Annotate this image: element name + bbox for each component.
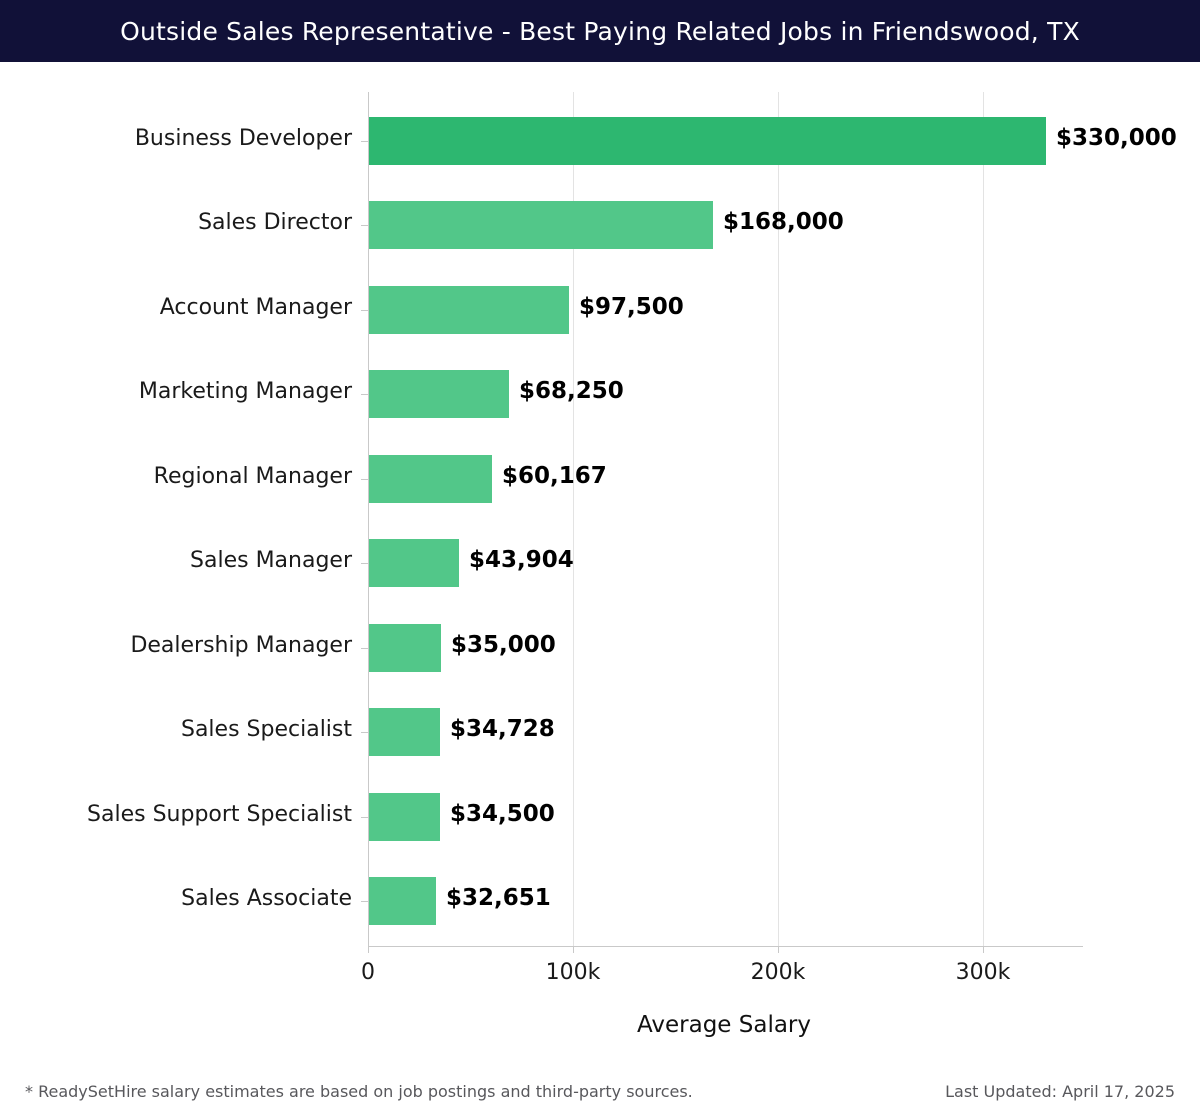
y-tick-row-6 <box>361 647 368 649</box>
x-tick-100k <box>573 946 574 953</box>
y-tick-row-5 <box>361 563 368 565</box>
y-tick-row-2 <box>361 309 368 311</box>
x-tick-label-100k: 100k <box>545 960 601 985</box>
value-label: $34,500 <box>450 800 555 827</box>
x-axis-line <box>368 946 1083 947</box>
bar-sales-director <box>369 201 713 250</box>
value-label: $168,000 <box>723 209 844 236</box>
y-tick-row-3 <box>361 394 368 396</box>
category-label: Sales Specialist <box>180 717 352 743</box>
category-label: Regional Manager <box>153 463 352 489</box>
value-label: $330,000 <box>1056 125 1177 151</box>
x-tick-label-0: 0 <box>361 960 375 985</box>
category-label: Marketing Manager <box>138 379 352 405</box>
y-tick-row-9 <box>361 901 368 903</box>
gridline-300k <box>983 92 984 946</box>
y-tick-row-7 <box>361 732 368 734</box>
x-tick-300k <box>983 946 984 953</box>
category-label: Account Manager <box>159 294 352 320</box>
footer-last-updated: Last Updated: April 17, 2025 <box>945 1082 1175 1101</box>
y-tick-row-1 <box>361 225 368 227</box>
value-label: $32,651 <box>446 885 551 912</box>
x-tick-0 <box>368 946 369 953</box>
bar-dealership-manager <box>369 623 441 672</box>
category-label: Sales Director <box>198 210 352 236</box>
title-bar: Outside Sales Representative - Best Payi… <box>0 0 1200 62</box>
category-label: Sales Associate <box>181 886 352 912</box>
value-label: $97,500 <box>579 293 684 320</box>
bar-business-developer <box>369 117 1046 165</box>
bar-sales-specialist <box>369 708 440 757</box>
value-label: $68,250 <box>519 378 624 405</box>
value-label: $34,728 <box>450 716 555 743</box>
bar-sales-manager <box>369 539 459 588</box>
footer-disclaimer: * ReadySetHire salary estimates are base… <box>25 1082 693 1101</box>
value-label: $35,000 <box>451 631 556 658</box>
y-tick-row-0 <box>361 141 368 142</box>
bar-marketing-manager <box>369 370 509 419</box>
y-axis-line <box>368 92 369 946</box>
x-tick-label-300k: 300k <box>955 960 1011 985</box>
bar-sales-support-specialist <box>369 792 440 841</box>
category-label: Dealership Manager <box>130 632 352 658</box>
value-label: $43,904 <box>469 547 574 574</box>
gridline-100k <box>573 92 574 946</box>
x-axis-title: Average Salary <box>636 1012 812 1038</box>
value-label: $60,167 <box>502 462 607 489</box>
x-tick-label-200k: 200k <box>750 960 806 985</box>
y-tick-row-4 <box>361 478 368 480</box>
category-label: Sales Manager <box>190 548 352 574</box>
x-tick-200k <box>778 946 779 953</box>
chart-title: Outside Sales Representative - Best Payi… <box>120 16 1080 46</box>
gridline-200k <box>778 92 779 946</box>
category-label: Business Developer <box>134 126 352 151</box>
bar-account-manager <box>369 285 569 334</box>
bar-regional-manager <box>369 454 492 503</box>
bar-sales-associate <box>369 877 436 926</box>
category-label: Sales Support Specialist <box>87 801 352 827</box>
y-tick-row-8 <box>361 816 368 818</box>
